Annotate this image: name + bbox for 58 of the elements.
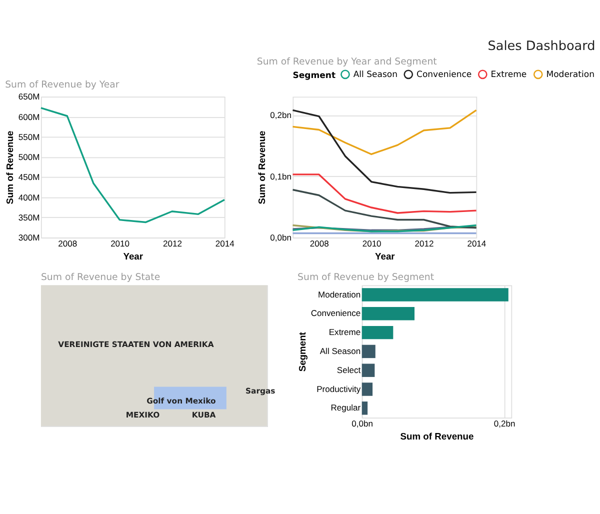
y-tick-label: 500M bbox=[18, 152, 40, 162]
text: Sum of Revenue by State bbox=[40, 272, 160, 284]
text: Golf von Mexiko bbox=[146, 396, 216, 406]
x-tick-label: 2014 bbox=[215, 238, 235, 248]
x-axis-title: Year bbox=[123, 251, 144, 262]
text: VEREINIGTE STAATEN VON AMERIKA bbox=[58, 340, 214, 350]
bar bbox=[362, 402, 368, 415]
legend-label: All Season bbox=[353, 70, 398, 80]
y-tick-label: 400M bbox=[18, 192, 40, 202]
y-axis-title: Sum of Revenue bbox=[256, 130, 267, 204]
bar bbox=[362, 382, 373, 396]
line-series bbox=[292, 109, 478, 156]
y-tick-label: 650M bbox=[18, 92, 40, 102]
y-tick-label: 550M bbox=[18, 132, 40, 142]
bar bbox=[362, 364, 375, 377]
chart-title: Sum of Revenue by Segment bbox=[298, 272, 434, 284]
y-axis-title: Sum of Revenue bbox=[5, 130, 16, 204]
bar bbox=[362, 307, 415, 320]
x-tick-label: 2012 bbox=[162, 238, 182, 248]
legend-label: Extreme bbox=[490, 70, 527, 80]
x-tick-label: 2014 bbox=[467, 238, 486, 248]
y-tick-label: Select bbox=[336, 364, 362, 375]
text: Sargas bbox=[245, 386, 276, 396]
y-axis-title: Segment bbox=[298, 332, 308, 372]
y-tick-label: Productivity bbox=[316, 384, 362, 394]
y-tick-label: 300M bbox=[18, 232, 40, 242]
line-series bbox=[40, 107, 226, 224]
y-tick-label: Convenience bbox=[310, 308, 361, 318]
x-tick-label: 2010 bbox=[362, 238, 382, 248]
legend-label: Convenience bbox=[416, 70, 472, 80]
text: Sales Dashboard bbox=[488, 39, 596, 54]
x-tick-label: 2008 bbox=[58, 238, 78, 248]
chart-title: Sum of Revenue by Year bbox=[5, 79, 120, 90]
y-tick-label: 0,2bn bbox=[270, 110, 292, 120]
x-tick-label: 2010 bbox=[110, 238, 130, 248]
y-tick-label: 600M bbox=[18, 112, 40, 122]
y-tick-label: 350M bbox=[18, 212, 40, 222]
bar bbox=[362, 288, 508, 302]
text: KUBA bbox=[192, 410, 216, 420]
y-tick-label: 0,1bn bbox=[270, 171, 292, 182]
x-tick-label: 2008 bbox=[310, 238, 330, 248]
line-series bbox=[292, 174, 478, 214]
line-series bbox=[292, 188, 478, 229]
y-tick-label: Extreme bbox=[328, 327, 361, 338]
chart-title: Sum of Revenue by Year and Segment bbox=[256, 56, 438, 68]
x-tick-label: 2012 bbox=[414, 238, 434, 248]
x-axis-title: Sum of Revenue bbox=[400, 431, 474, 442]
y-tick-label: Moderation bbox=[318, 289, 361, 300]
legend-label: Moderation bbox=[546, 70, 594, 80]
bar bbox=[362, 326, 394, 340]
legend-title: Segment bbox=[292, 70, 336, 81]
y-tick-label: Regular bbox=[330, 402, 361, 413]
line-series bbox=[292, 109, 478, 194]
text: MEXIKO bbox=[126, 410, 160, 420]
x-axis-title: Year bbox=[375, 251, 396, 262]
bar bbox=[362, 344, 376, 358]
y-tick-label: All Season bbox=[320, 346, 361, 356]
y-tick-label: 450M bbox=[18, 172, 40, 182]
